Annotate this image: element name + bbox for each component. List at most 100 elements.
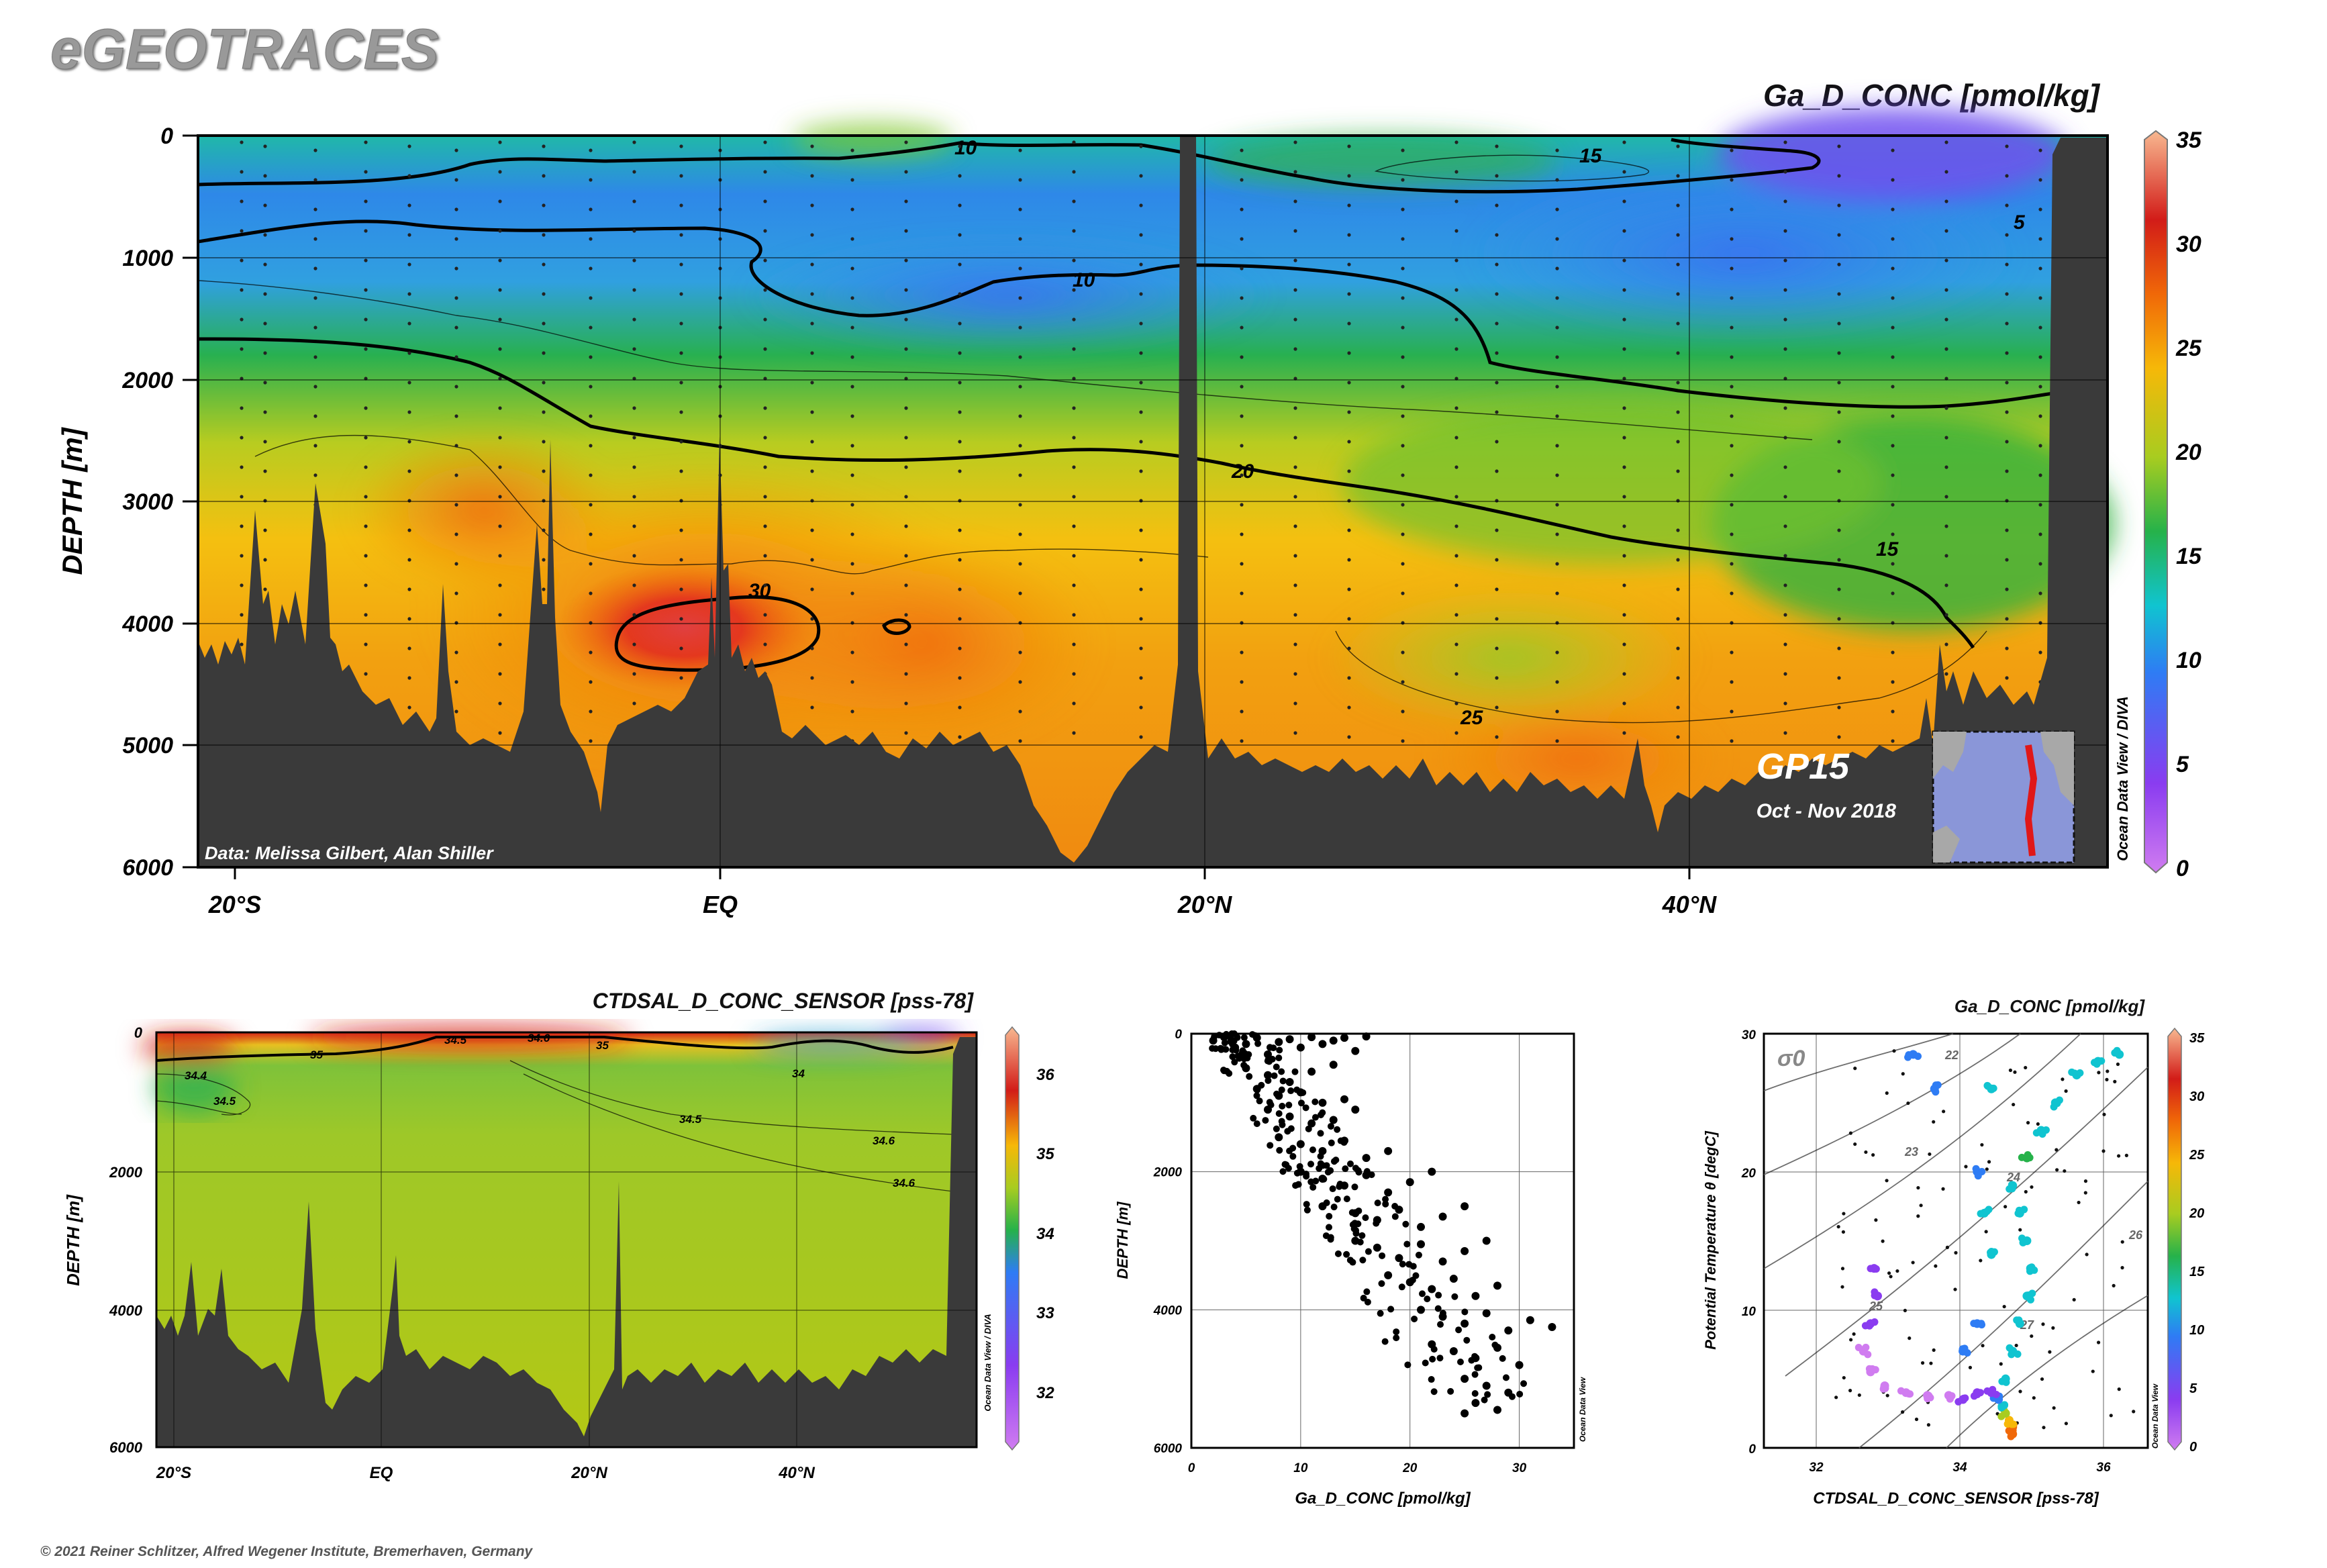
station-dot <box>2005 322 2009 326</box>
scatter-point <box>1482 1309 1491 1318</box>
station-dot <box>1072 495 1076 499</box>
scatter-point <box>1265 1077 1272 1084</box>
station-dot <box>542 558 546 562</box>
station-dot <box>850 562 854 566</box>
ts-point <box>2014 1350 2022 1358</box>
station-dot <box>498 436 502 440</box>
station-dot <box>1018 473 1022 477</box>
station-dot <box>1783 613 1787 617</box>
station-dot <box>498 701 502 705</box>
scatter-point <box>1275 1110 1283 1118</box>
scatter-point <box>1318 1098 1327 1107</box>
station-dot <box>679 233 683 237</box>
station-dot <box>1783 731 1787 735</box>
station-dot <box>2005 587 2009 591</box>
station-dot <box>313 237 317 241</box>
station-dot <box>1454 229 1458 233</box>
station-dot <box>313 207 317 211</box>
station-dot <box>958 499 962 503</box>
station-dot <box>1555 414 1559 418</box>
ts-point <box>1954 1398 1963 1406</box>
station-dot <box>364 229 368 233</box>
station-dot <box>904 199 908 203</box>
station-dot <box>679 351 683 355</box>
station-dot <box>454 444 458 448</box>
scatter-point <box>1491 1341 1499 1349</box>
scatter-point <box>1456 1359 1464 1366</box>
station-dot <box>407 617 411 621</box>
colorbar-tick: 35 <box>2176 128 2202 153</box>
ts-ctd-point <box>1901 1410 1905 1414</box>
station-dot <box>1072 229 1076 233</box>
scatter-point <box>1526 1316 1534 1324</box>
station-dot <box>810 262 814 266</box>
station-dot <box>1495 203 1499 207</box>
station-dot <box>1891 237 1895 241</box>
ts-point <box>1871 1366 1879 1374</box>
station-dot <box>1730 591 1734 595</box>
station-dot <box>1495 292 1499 296</box>
main-variable-title: Ga_D_CONC [pmol/kg] <box>1763 78 2101 113</box>
station-dot <box>1783 170 1787 174</box>
station-dot <box>263 233 267 237</box>
station-dot <box>1293 288 1297 292</box>
station-dot <box>240 554 244 558</box>
station-dot <box>2038 562 2042 566</box>
station-dot <box>1730 473 1734 477</box>
salinity-variable-title: CTDSAL_D_CONC_SENSOR [pss-78] <box>593 989 975 1013</box>
ts-point <box>2005 1426 2013 1434</box>
ts-point <box>1983 1387 1991 1395</box>
scatter-point <box>1484 1391 1491 1398</box>
station-dot <box>364 524 368 528</box>
station-dot <box>1495 410 1499 414</box>
station-dot <box>763 317 767 322</box>
station-dot <box>1495 499 1499 503</box>
station-dot <box>763 406 767 410</box>
ts-ctd-point <box>1889 1275 1893 1279</box>
ts-ctd-point <box>2013 1070 2017 1074</box>
station-dot <box>1837 646 1841 650</box>
scatter-point <box>1327 1122 1334 1130</box>
station-dot <box>407 322 411 326</box>
station-dot <box>1240 503 1244 507</box>
station-dot <box>1837 440 1841 444</box>
scatter-point <box>1409 1276 1416 1283</box>
scatter-point <box>1242 1040 1250 1048</box>
station-dot <box>632 672 636 676</box>
station-dot <box>1139 292 1143 296</box>
scatter-point <box>1422 1359 1429 1367</box>
station-dot <box>1240 444 1244 448</box>
station-dot <box>632 317 636 322</box>
scatter-point <box>1463 1336 1471 1344</box>
station-dot <box>1676 203 1680 207</box>
station-dot <box>904 140 908 144</box>
ts-ctd-point <box>2014 1343 2018 1348</box>
scatter-point <box>1343 1195 1350 1203</box>
station-dot <box>1783 377 1787 381</box>
ts-ctd-point <box>2018 1228 2022 1232</box>
scatter-point <box>1439 1310 1446 1317</box>
station-dot <box>1454 642 1458 646</box>
station-dot <box>1293 701 1297 705</box>
scatter-point <box>1482 1381 1491 1390</box>
contour-label: 35 <box>596 1039 609 1052</box>
station-dot <box>1401 148 1405 152</box>
scatter-point <box>1309 1146 1316 1153</box>
station-dot <box>1555 326 1559 330</box>
station-dot <box>498 672 502 676</box>
station-dot <box>1072 672 1076 676</box>
scatter-point <box>1276 1046 1283 1054</box>
station-dot <box>498 170 502 174</box>
isopycnal-label: 25 <box>1869 1300 1883 1313</box>
y-tick: 3000 <box>122 489 173 515</box>
ts-point <box>2026 1154 2034 1162</box>
scatter-point <box>1267 1142 1274 1149</box>
ts-ctd-point <box>2052 1406 2056 1410</box>
contour-label: 34.6 <box>528 1032 550 1044</box>
ts-ctd-point <box>1968 1365 1973 1369</box>
station-dot <box>1622 170 1626 174</box>
station-dot <box>632 288 636 292</box>
scatter-point <box>1429 1355 1436 1363</box>
scatter-point <box>1475 1364 1483 1371</box>
station-dot <box>2038 237 2042 241</box>
